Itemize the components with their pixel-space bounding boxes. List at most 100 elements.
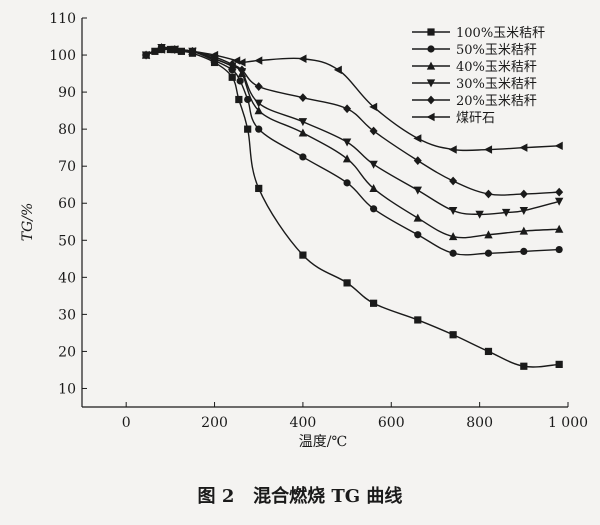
- data-point: [370, 205, 378, 213]
- data-point: [475, 210, 484, 219]
- legend-item: 20%玉米秸秆: [412, 94, 537, 109]
- data-point: [520, 247, 528, 255]
- legend-marker: [427, 95, 435, 105]
- data-point: [413, 156, 422, 166]
- figure-caption: 图 2 混合燃烧 TG 曲线: [198, 485, 403, 507]
- data-point: [413, 213, 422, 222]
- data-point: [299, 251, 307, 259]
- data-point: [369, 184, 378, 193]
- data-point: [484, 347, 493, 356]
- data-point: [343, 179, 351, 187]
- data-point: [298, 128, 308, 137]
- y-tick-label: 80: [58, 122, 76, 138]
- legend-item: 50%玉米秸秆: [412, 43, 537, 58]
- data-point: [449, 249, 457, 257]
- y-tick-label: 110: [49, 11, 76, 27]
- data-point: [484, 145, 493, 154]
- legend-item: 煤矸石: [412, 111, 495, 126]
- data-point: [519, 143, 528, 152]
- data-point: [484, 189, 493, 199]
- data-point: [244, 125, 252, 133]
- data-point: [501, 208, 511, 217]
- legend-label: 100%玉米秸秆: [456, 26, 545, 41]
- data-point: [369, 126, 378, 136]
- y-tick-label: 20: [58, 344, 76, 360]
- data-point: [449, 176, 458, 186]
- data-point: [554, 197, 564, 206]
- data-point: [244, 95, 252, 104]
- legend-label: 30%玉米秸秆: [456, 77, 537, 92]
- data-point: [333, 65, 342, 75]
- legend-marker: [427, 28, 435, 36]
- data-point: [177, 47, 186, 55]
- data-point: [519, 226, 529, 235]
- y-axis-title: TG/%: [20, 203, 36, 242]
- data-point: [414, 231, 422, 239]
- x-tick-label: 200: [201, 415, 228, 431]
- data-point: [254, 106, 263, 115]
- data-point: [519, 189, 528, 199]
- data-point: [254, 82, 263, 91]
- data-point: [210, 50, 219, 60]
- data-point: [343, 279, 351, 287]
- axes: 0 200 400 600 800 1 000 10 20 30 40 50 60 70 80 90 100 1…: [49, 11, 588, 431]
- data-point: [255, 125, 263, 133]
- legend-item: 40%玉米秸秆: [412, 60, 537, 75]
- data-point: [448, 207, 458, 216]
- y-tick-label: 70: [58, 159, 76, 175]
- data-point: [236, 77, 244, 85]
- data-point: [342, 138, 352, 147]
- series-layer: [141, 43, 564, 370]
- data-point: [298, 118, 308, 127]
- data-point: [141, 50, 150, 60]
- data-point: [157, 45, 166, 54]
- data-point: [448, 145, 457, 154]
- data-point: [369, 160, 378, 169]
- data-point: [237, 58, 246, 67]
- data-point: [555, 187, 564, 197]
- legend-label: 煤矸石: [456, 111, 495, 126]
- series-line: [145, 48, 560, 152]
- series-6: [141, 45, 563, 154]
- data-point: [369, 102, 378, 112]
- data-point: [343, 104, 352, 114]
- data-point: [449, 331, 457, 339]
- data-point: [237, 65, 246, 75]
- data-point: [520, 362, 528, 370]
- data-point: [299, 153, 307, 161]
- data-point: [228, 73, 236, 81]
- data-point: [254, 99, 263, 108]
- y-tick-label: 90: [58, 85, 76, 101]
- data-point: [413, 186, 422, 195]
- data-point: [298, 54, 307, 63]
- data-point: [555, 360, 563, 368]
- data-point: [228, 59, 237, 69]
- legend-marker: [426, 61, 436, 70]
- legend-label: 50%玉米秸秆: [456, 43, 537, 58]
- x-tick-label: 400: [290, 415, 317, 431]
- series-line: [145, 46, 560, 239]
- y-tick-label: 40: [58, 270, 76, 286]
- data-point: [484, 249, 493, 257]
- legend-marker: [426, 79, 436, 88]
- data-point: [370, 299, 378, 307]
- legend-marker: [427, 45, 435, 53]
- legend-label: 20%玉米秸秆: [456, 94, 537, 109]
- data-point: [254, 56, 263, 65]
- data-point: [255, 184, 263, 193]
- y-tick-label: 100: [49, 48, 76, 64]
- legend-label: 40%玉米秸秆: [456, 60, 537, 75]
- y-tick-label: 10: [58, 381, 76, 397]
- data-point: [448, 232, 458, 241]
- legend-marker: [426, 112, 435, 122]
- data-point: [188, 47, 197, 56]
- x-tick-label: 600: [378, 415, 405, 431]
- x-tick-label: 1 000: [548, 415, 588, 431]
- y-tick-label: 50: [58, 233, 76, 249]
- x-tick-label: 800: [466, 415, 493, 431]
- data-point: [554, 224, 564, 233]
- data-point: [235, 95, 243, 104]
- data-point: [519, 207, 529, 216]
- legend-item: 100%玉米秸秆: [412, 26, 545, 41]
